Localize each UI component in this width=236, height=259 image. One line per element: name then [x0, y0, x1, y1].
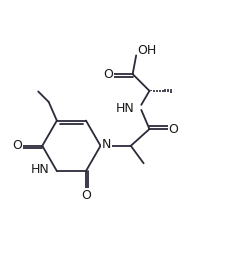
Text: O: O	[169, 123, 179, 135]
Text: O: O	[13, 139, 22, 152]
Text: HN: HN	[116, 102, 135, 114]
Text: OH: OH	[137, 44, 156, 57]
Text: O: O	[104, 68, 113, 81]
Text: N: N	[102, 138, 111, 151]
Text: HN: HN	[31, 163, 50, 176]
Text: O: O	[81, 189, 91, 202]
